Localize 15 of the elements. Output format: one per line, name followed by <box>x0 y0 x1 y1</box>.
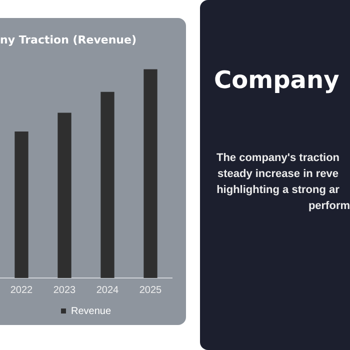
x-tick-label: 2024 <box>96 284 120 296</box>
text: The company's traction <box>215 151 341 166</box>
x-tick-label: 2023 <box>53 284 76 296</box>
bar <box>100 92 114 278</box>
text: highlighting a strong ar <box>216 183 340 198</box>
bar <box>58 112 72 278</box>
x-tick-label: 2022 <box>10 284 34 296</box>
legend-label: Revenue <box>70 306 112 317</box>
bar <box>144 69 158 278</box>
chart-title: ny Traction (Revenue) <box>0 33 136 46</box>
text: steady increase in reve <box>216 167 340 182</box>
bar <box>14 132 28 278</box>
x-tick-label: 2025 <box>139 284 162 296</box>
text: perform <box>307 199 350 214</box>
text: Company <box>214 66 340 94</box>
